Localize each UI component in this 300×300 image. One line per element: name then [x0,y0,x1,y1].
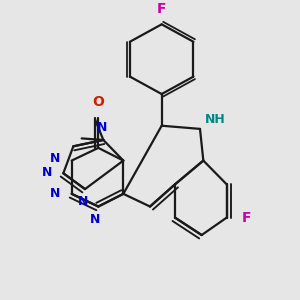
Text: N: N [90,214,100,226]
Text: N: N [50,152,60,166]
Text: O: O [92,95,104,109]
Text: N: N [42,166,53,179]
Text: N: N [50,187,60,200]
Text: NH: NH [205,113,226,126]
Text: F: F [157,2,166,16]
Text: N: N [78,195,88,208]
Text: F: F [242,211,251,225]
Text: N: N [97,121,107,134]
